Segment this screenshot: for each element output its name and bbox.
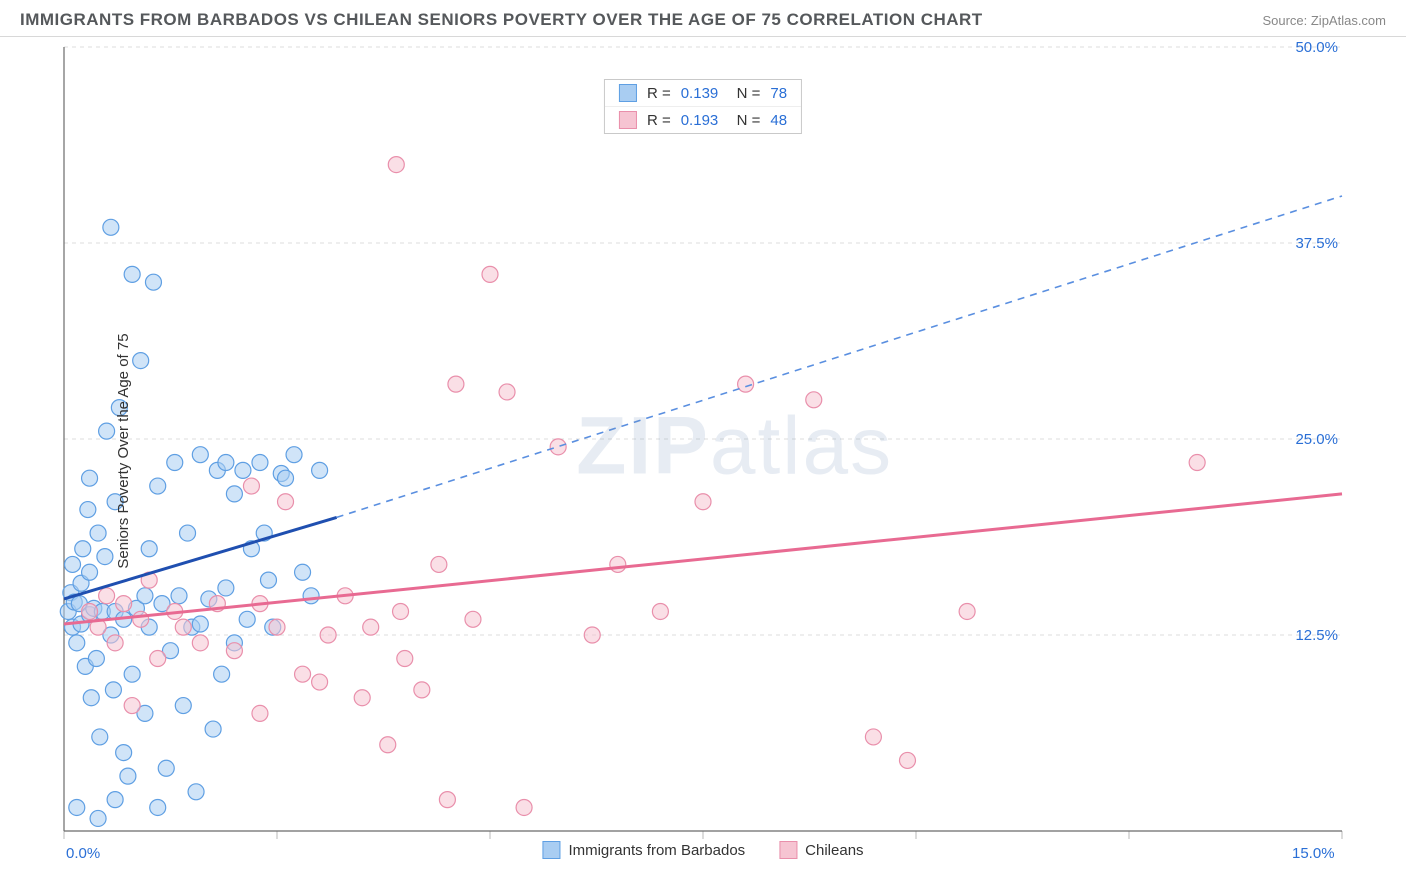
- legend-item-0: Immigrants from Barbados: [542, 841, 745, 859]
- header-bar: IMMIGRANTS FROM BARBADOS VS CHILEAN SENI…: [0, 0, 1406, 37]
- n-label: N =: [728, 112, 760, 129]
- x-axis-right-label: 15.0%: [1292, 845, 1335, 862]
- y-axis-label: Seniors Poverty Over the Age of 75: [115, 333, 132, 568]
- r-value-1: 0.193: [681, 112, 719, 129]
- legend-label-0: Immigrants from Barbados: [568, 842, 745, 859]
- legend-label-1: Chileans: [805, 842, 863, 859]
- n-label: N =: [728, 85, 760, 102]
- n-value-1: 48: [770, 112, 787, 129]
- source-link[interactable]: ZipAtlas.com: [1311, 13, 1386, 28]
- n-value-0: 78: [770, 85, 787, 102]
- swatch-0: [619, 84, 637, 102]
- series-legend: Immigrants from Barbados Chileans: [542, 841, 863, 859]
- svg-text:12.5%: 12.5%: [1295, 627, 1338, 644]
- scatter-plot-svg: 12.5% 25.0% 37.5% 50.0%: [12, 41, 1352, 861]
- chart-area: Seniors Poverty Over the Age of 75 12.5%…: [12, 41, 1394, 861]
- x-axis-left-label: 0.0%: [66, 845, 100, 862]
- legend-item-1: Chileans: [779, 841, 863, 859]
- r-value-0: 0.139: [681, 85, 719, 102]
- correlation-row-0: R = 0.139 N = 78: [605, 80, 801, 106]
- source-prefix: Source:: [1262, 13, 1310, 28]
- r-label: R =: [647, 85, 671, 102]
- correlation-row-1: R = 0.193 N = 48: [605, 106, 801, 133]
- svg-text:25.0%: 25.0%: [1295, 431, 1338, 448]
- svg-text:37.5%: 37.5%: [1295, 235, 1338, 252]
- svg-text:50.0%: 50.0%: [1295, 41, 1338, 56]
- correlation-legend: R = 0.139 N = 78 R = 0.193 N = 48: [604, 79, 802, 134]
- r-label: R =: [647, 112, 671, 129]
- legend-swatch-0: [542, 841, 560, 859]
- source-label: Source: ZipAtlas.com: [1262, 13, 1386, 28]
- swatch-1: [619, 111, 637, 129]
- legend-swatch-1: [779, 841, 797, 859]
- chart-title: IMMIGRANTS FROM BARBADOS VS CHILEAN SENI…: [20, 10, 983, 30]
